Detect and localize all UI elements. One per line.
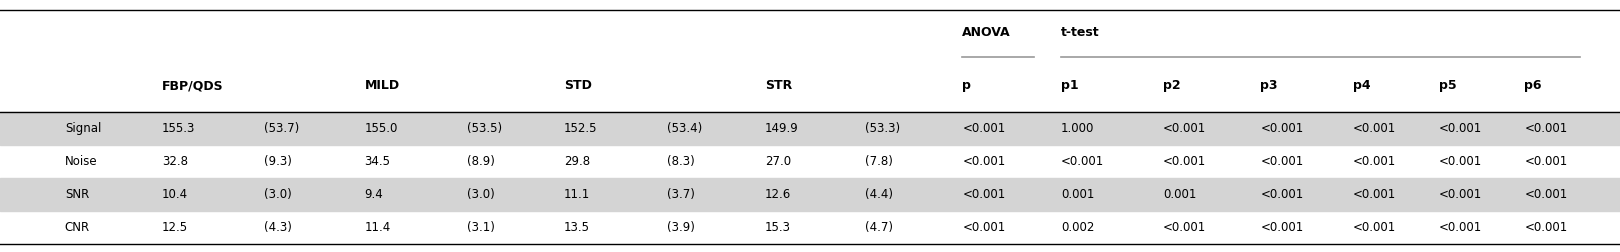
Text: 10.4: 10.4 xyxy=(162,188,188,201)
Text: 149.9: 149.9 xyxy=(765,122,799,135)
Text: <0.001: <0.001 xyxy=(1524,155,1568,168)
Text: 11.4: 11.4 xyxy=(364,222,390,234)
Text: 155.3: 155.3 xyxy=(162,122,196,135)
Text: <0.001: <0.001 xyxy=(962,222,1006,234)
Text: <0.001: <0.001 xyxy=(962,155,1006,168)
Text: (7.8): (7.8) xyxy=(865,155,893,168)
Text: p4: p4 xyxy=(1353,79,1371,92)
Text: <0.001: <0.001 xyxy=(1439,122,1482,135)
Text: <0.001: <0.001 xyxy=(962,122,1006,135)
Text: (3.1): (3.1) xyxy=(467,222,494,234)
Text: <0.001: <0.001 xyxy=(1524,222,1568,234)
Text: 9.4: 9.4 xyxy=(364,188,384,201)
Text: 12.6: 12.6 xyxy=(765,188,791,201)
Text: 152.5: 152.5 xyxy=(564,122,598,135)
Text: <0.001: <0.001 xyxy=(962,188,1006,201)
Text: <0.001: <0.001 xyxy=(1260,222,1304,234)
Text: Signal: Signal xyxy=(65,122,100,135)
Text: 15.3: 15.3 xyxy=(765,222,791,234)
Text: 0.001: 0.001 xyxy=(1163,188,1197,201)
Text: (53.7): (53.7) xyxy=(264,122,300,135)
Text: p: p xyxy=(962,79,970,92)
Text: 13.5: 13.5 xyxy=(564,222,590,234)
Text: 0.002: 0.002 xyxy=(1061,222,1095,234)
Text: 11.1: 11.1 xyxy=(564,188,590,201)
Text: (8.3): (8.3) xyxy=(667,155,695,168)
Text: STD: STD xyxy=(564,79,591,92)
Text: (8.9): (8.9) xyxy=(467,155,494,168)
Text: <0.001: <0.001 xyxy=(1260,188,1304,201)
Text: (4.4): (4.4) xyxy=(865,188,893,201)
Text: STR: STR xyxy=(765,79,792,92)
Text: SNR: SNR xyxy=(65,188,89,201)
Text: t-test: t-test xyxy=(1061,26,1100,39)
Text: (4.3): (4.3) xyxy=(264,222,292,234)
Text: 155.0: 155.0 xyxy=(364,122,399,135)
Text: MILD: MILD xyxy=(364,79,400,92)
Text: (3.0): (3.0) xyxy=(264,188,292,201)
Text: <0.001: <0.001 xyxy=(1524,122,1568,135)
Text: p3: p3 xyxy=(1260,79,1278,92)
Text: 12.5: 12.5 xyxy=(162,222,188,234)
Text: ANOVA: ANOVA xyxy=(962,26,1011,39)
Text: <0.001: <0.001 xyxy=(1353,155,1396,168)
Text: 0.001: 0.001 xyxy=(1061,188,1095,201)
Text: p2: p2 xyxy=(1163,79,1181,92)
Text: (53.5): (53.5) xyxy=(467,122,502,135)
Text: 27.0: 27.0 xyxy=(765,155,791,168)
Text: <0.001: <0.001 xyxy=(1353,122,1396,135)
Text: FBP/QDS: FBP/QDS xyxy=(162,79,224,92)
Text: <0.001: <0.001 xyxy=(1061,155,1105,168)
Text: p5: p5 xyxy=(1439,79,1456,92)
Text: 29.8: 29.8 xyxy=(564,155,590,168)
Text: Noise: Noise xyxy=(65,155,97,168)
Text: (53.3): (53.3) xyxy=(865,122,901,135)
Text: (4.7): (4.7) xyxy=(865,222,893,234)
Text: <0.001: <0.001 xyxy=(1439,222,1482,234)
Text: <0.001: <0.001 xyxy=(1353,222,1396,234)
Bar xyxy=(0,112,1620,145)
Text: 32.8: 32.8 xyxy=(162,155,188,168)
Text: CNR: CNR xyxy=(65,222,91,234)
Text: <0.001: <0.001 xyxy=(1163,222,1207,234)
Text: <0.001: <0.001 xyxy=(1439,188,1482,201)
Text: (3.9): (3.9) xyxy=(667,222,695,234)
Text: 1.000: 1.000 xyxy=(1061,122,1095,135)
Text: <0.001: <0.001 xyxy=(1524,188,1568,201)
Text: <0.001: <0.001 xyxy=(1163,122,1207,135)
Text: (9.3): (9.3) xyxy=(264,155,292,168)
Text: <0.001: <0.001 xyxy=(1260,155,1304,168)
Text: 34.5: 34.5 xyxy=(364,155,390,168)
Text: p1: p1 xyxy=(1061,79,1079,92)
Bar xyxy=(0,178,1620,211)
Text: (3.0): (3.0) xyxy=(467,188,494,201)
Text: <0.001: <0.001 xyxy=(1260,122,1304,135)
Text: p6: p6 xyxy=(1524,79,1542,92)
Text: (3.7): (3.7) xyxy=(667,188,695,201)
Text: <0.001: <0.001 xyxy=(1353,188,1396,201)
Text: <0.001: <0.001 xyxy=(1439,155,1482,168)
Text: <0.001: <0.001 xyxy=(1163,155,1207,168)
Text: (53.4): (53.4) xyxy=(667,122,703,135)
